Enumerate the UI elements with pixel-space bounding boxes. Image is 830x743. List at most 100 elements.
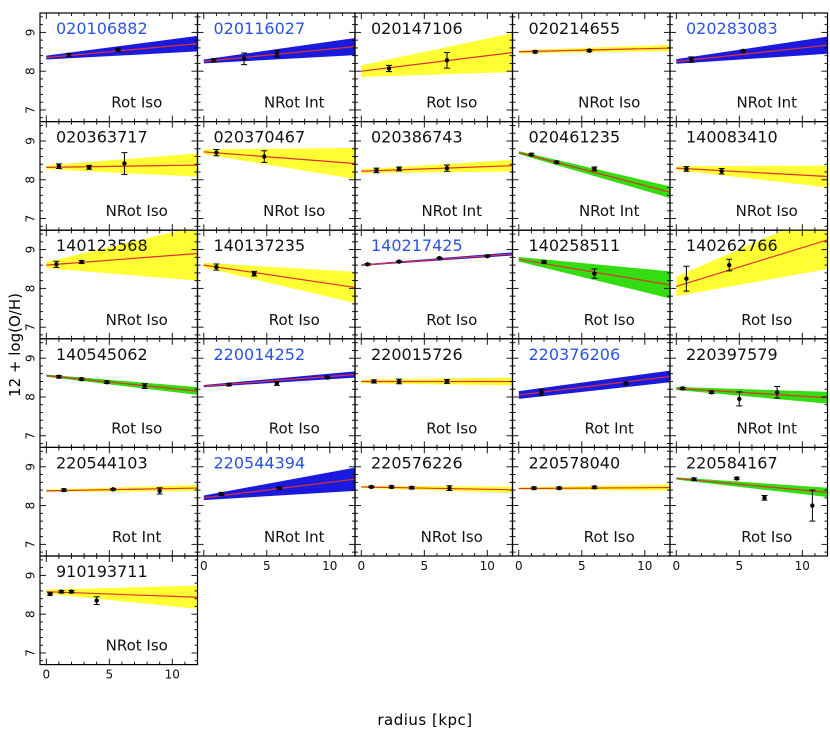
y-tick-label: 7 (24, 215, 38, 223)
x-tick-label: 5 (578, 559, 586, 573)
data-point (530, 485, 537, 491)
panel-220544394: 220544394 NRot Int (196, 446, 356, 557)
galaxy-id: 020147106 (371, 19, 463, 38)
fit-line (518, 375, 670, 396)
data-point (591, 166, 598, 172)
x-tick-label: 5 (263, 559, 271, 573)
galaxy-id: 140137235 (214, 236, 306, 255)
galaxy-id: 220576226 (371, 453, 463, 472)
data-point (78, 259, 85, 265)
panel-140137235: 140137235 Rot Iso (196, 229, 356, 340)
data-point (93, 596, 100, 605)
data-point (370, 379, 377, 384)
classification-label: NRot Int (264, 528, 325, 546)
x-tick-label: 10 (480, 559, 495, 573)
y-tick-label: 8 (24, 502, 38, 510)
y-axis-label: 12 + log(O/H) (6, 293, 24, 397)
fit-line (46, 375, 198, 392)
data-point (443, 164, 450, 172)
data-point (396, 378, 403, 385)
panel-140258511: 140258511 Rot Iso (511, 229, 671, 340)
data-point (226, 382, 232, 387)
classification-label: NRot Iso (421, 528, 483, 546)
fit-line (46, 164, 198, 168)
x-tick-label: 0 (42, 668, 50, 682)
data-point (324, 375, 331, 380)
y-tick-label: 7 (24, 106, 38, 114)
x-tick-label: 0 (515, 559, 523, 573)
y-tick-label: 9 (24, 354, 38, 362)
uncertainty-band (46, 230, 198, 281)
y-tick-label: 7 (24, 323, 38, 331)
data-point (58, 589, 65, 594)
data-point (484, 253, 491, 259)
x-tick-label: 10 (322, 559, 337, 573)
x-tick-label: 10 (165, 668, 180, 682)
data-point (241, 52, 248, 66)
panel-140262766: 140262766 Rot Iso (669, 229, 829, 340)
panel-020461235: 020461235 NRot Int (511, 120, 671, 231)
classification-label: Rot Iso (584, 528, 635, 546)
data-point (78, 376, 85, 382)
data-point (141, 383, 148, 389)
x-tick-label: 10 (637, 559, 652, 573)
x-tick-label: 10 (795, 559, 810, 573)
galaxy-id: 220584167 (686, 453, 778, 472)
galaxy-id: 020461235 (529, 128, 621, 147)
panel-020386743: 020386743 NRot Int (354, 120, 514, 231)
panel-220015726: 220015726 Rot Iso (354, 338, 514, 448)
data-point (528, 152, 535, 157)
data-point (679, 386, 686, 391)
data-point (683, 265, 690, 292)
y-tick-label: 9 (24, 246, 38, 254)
classification-label: Rot Iso (111, 419, 162, 437)
data-point (408, 485, 415, 490)
classification-label: Rot Int (585, 419, 635, 437)
data-point (210, 58, 217, 63)
classification-label: NRot Iso (106, 637, 168, 655)
classification-label: Rot Iso (584, 311, 635, 329)
y-tick-label: 8 (24, 285, 38, 293)
data-point (103, 380, 110, 385)
data-point (591, 268, 598, 279)
data-point (690, 477, 697, 482)
fit-line (518, 47, 670, 53)
data-point (364, 262, 371, 267)
y-tick-label: 8 (24, 610, 38, 618)
galaxy-id: 140083410 (686, 128, 778, 147)
y-tick-label: 9 (24, 137, 38, 145)
galaxy-id: 020386743 (371, 128, 463, 147)
fit-line (203, 264, 355, 289)
galaxy-id: 140258511 (529, 236, 621, 255)
data-point (736, 391, 743, 407)
data-point (553, 160, 560, 165)
data-point (47, 591, 54, 597)
classification-label: Rot Iso (741, 311, 792, 329)
uncertainty-band (46, 153, 198, 177)
data-point (586, 48, 593, 53)
data-point (708, 390, 715, 395)
data-point (53, 260, 60, 268)
fit-line (203, 373, 355, 387)
data-point (156, 487, 163, 495)
classification-label: NRot Iso (106, 311, 168, 329)
fit-line (46, 487, 198, 492)
data-point (65, 52, 72, 58)
data-point (55, 374, 62, 380)
data-point (273, 380, 280, 386)
y-tick-label: 8 (24, 176, 38, 184)
classification-label: NRot Int (264, 94, 325, 112)
galaxy-id: 220397579 (686, 345, 778, 364)
panel-020214655: 020214655 NRot Iso (511, 12, 671, 123)
data-point (388, 484, 395, 490)
galaxy-id: 020116027 (214, 19, 306, 38)
classification-label: Rot Int (112, 528, 162, 546)
panel-220544103: 220544103 Rot Int 7 8 9 (24, 446, 199, 557)
x-tick-label: 0 (357, 559, 365, 573)
data-point (541, 259, 547, 265)
galaxy-id: 220015726 (371, 345, 463, 364)
fit-line (676, 167, 828, 178)
x-tick-label: 5 (735, 559, 743, 573)
data-point (110, 487, 117, 492)
